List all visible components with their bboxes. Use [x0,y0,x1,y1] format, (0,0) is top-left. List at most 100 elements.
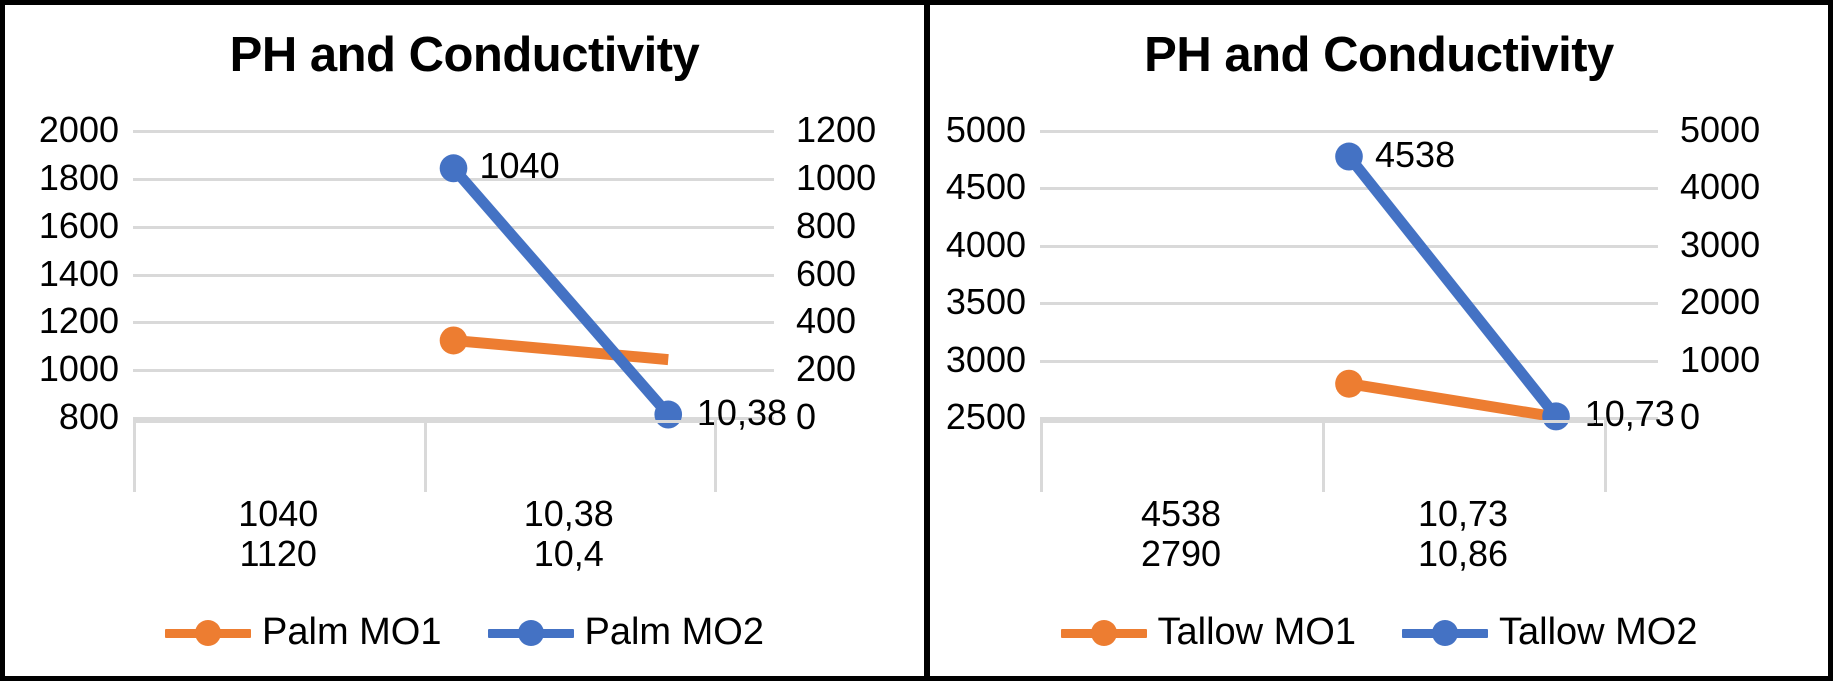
category-axis-palm: 1040 1120 10,38 10,4 [133,420,717,574]
category-label: 1040 1120 [133,493,424,575]
category-label-line: 1120 [239,533,317,575]
left-axis-tick: 2500 [945,396,1026,437]
category-label: 4538 2790 [1040,493,1322,575]
legend-entry[interactable]: Tallow MO1 [1060,611,1357,654]
gridlines-tallow [1040,130,1658,420]
right-axis-tick: 0 [796,396,817,437]
legend-dot-swatch [195,619,222,646]
category-separator [714,420,717,492]
category-label-line: 10,38 [523,493,614,534]
data-label: 10,73 [1584,393,1675,435]
right-axis-tick: 5000 [1680,109,1761,150]
right-axis-tick: 1000 [796,156,877,198]
legend-dot-swatch [517,619,544,646]
gridline [133,273,774,277]
legend-marker-icon [165,619,252,646]
category-separator [1604,420,1607,492]
right-axis-tick: 3000 [1680,223,1761,265]
legend-dot-swatch [1432,619,1458,646]
series-line [1348,378,1557,423]
series-lines-tallow [1335,142,1570,431]
category-label-line: 10,86 [1417,533,1509,575]
legend-dot-swatch [1090,619,1117,646]
legend-tallow: Tallow MO1 Tallow MO2 [930,611,1828,654]
legend-label: Tallow MO2 [1499,611,1698,653]
legend-label: Palm MO1 [262,611,442,653]
left-axis-tick: 1600 [38,204,119,246]
left-axis-tick: 1400 [38,252,119,294]
gridline [133,369,774,373]
left-axis-tick: 2000 [38,109,119,150]
category-separator [1322,420,1325,492]
series-lines-palm [439,154,683,429]
series-line [449,164,673,419]
category-axis-line [133,420,706,423]
right-axis-tick: 1000 [1680,338,1761,380]
chart-title-tallow: PH and Conductivity [1144,28,1614,82]
gridline [133,225,774,229]
category-label-line: 2790 [1140,533,1222,575]
gridline [1040,359,1658,363]
category-label-line: 10,73 [1417,493,1509,534]
series-marker [1335,142,1363,171]
data-label: 1040 [479,145,560,187]
plot-area-tallow [1040,130,1658,431]
gridline [1040,130,1658,133]
chart-title-palm: PH and Conductivity [229,28,700,82]
gridline [1040,187,1658,191]
series-marker [1542,402,1570,431]
legend-marker-icon [487,619,574,646]
category-label-line: 10,4 [533,533,604,575]
plot-area-palm [133,130,774,429]
category-label: 10,73 10,86 [1322,493,1604,575]
left-axis-tick: 3000 [945,338,1026,380]
category-separator [423,420,427,492]
chart-panel-tallow: PH and Conductivity 5000 4500 4000 3500 3000… [927,0,1833,681]
gridline [1040,302,1658,306]
category-label: 10,38 10,4 [424,493,715,575]
gridline [1040,244,1658,248]
left-axis-tick: 1000 [38,348,119,390]
category-label-line: 1040 [238,493,319,534]
right-axis-tick: 1200 [796,109,877,150]
legend-marker-icon [1402,619,1488,646]
category-label-line: 4538 [1140,493,1222,534]
gridline [133,130,774,133]
series-marker [439,326,468,355]
left-axis-tick: 3500 [945,281,1026,323]
right-axis-tick: 400 [796,300,857,342]
gridline [1040,417,1658,420]
data-label: 4538 [1375,133,1456,175]
legend-palm: Palm MO1 Palm MO2 [5,611,924,654]
legend-label: Tallow MO1 [1157,611,1357,653]
right-axis-tick: 800 [796,204,857,246]
category-separator [1040,420,1043,492]
gridline [133,321,774,325]
legend-entry[interactable]: Palm MO2 [487,611,764,654]
left-axis-tick: 1800 [38,156,119,198]
gridline [133,417,774,420]
legend-label: Palm MO2 [584,611,764,653]
legend-marker-icon [1060,619,1147,646]
series-line [1344,153,1561,420]
right-axis-tick: 2000 [1680,281,1761,323]
category-axis-line [1040,420,1596,423]
data-label: 10,38 [696,391,787,433]
category-separator [133,420,136,492]
left-axis-tick: 4500 [945,166,1026,208]
legend-entry[interactable]: Tallow MO2 [1402,611,1698,654]
right-axis-tick: 600 [796,252,857,294]
series-marker [1335,369,1363,398]
left-axis-tick: 4000 [945,223,1026,265]
series-line [453,334,669,366]
left-axis-tick: 5000 [945,109,1026,150]
right-axis-tick: 4000 [1680,166,1761,208]
right-axis-tick: 0 [1680,396,1701,437]
left-axis-tick: 800 [58,396,119,437]
legend-entry[interactable]: Palm MO1 [165,611,442,654]
category-axis-tallow: 4538 2790 10,73 10,86 [1040,420,1607,574]
left-axis-tick: 1200 [38,300,119,342]
series-marker [439,154,468,183]
